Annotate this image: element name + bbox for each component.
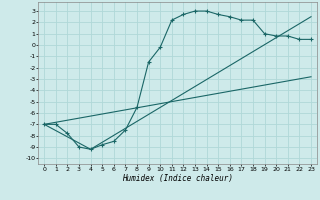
X-axis label: Humidex (Indice chaleur): Humidex (Indice chaleur): [122, 174, 233, 183]
